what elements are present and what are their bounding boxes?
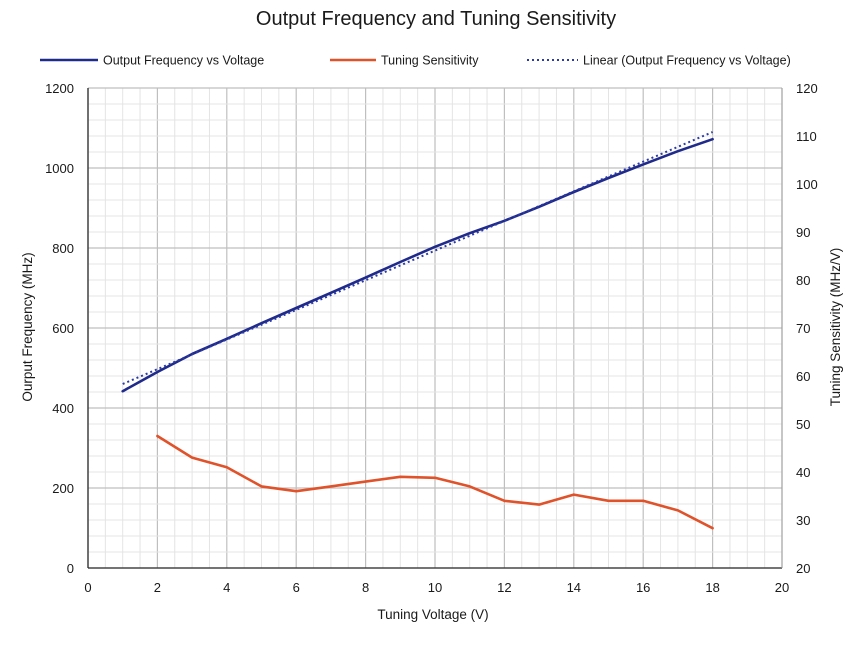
y2-tick-label: 70 — [796, 321, 810, 336]
x-tick-label: 14 — [567, 580, 581, 595]
chart-title: Output Frequency and Tuning Sensitivity — [256, 8, 616, 30]
x-tick-label: 18 — [705, 580, 719, 595]
y-tick-label: 600 — [52, 321, 74, 336]
y2-tick-label: 90 — [796, 225, 810, 240]
y-tick-label: 800 — [52, 241, 74, 256]
y2-axis-title: Tuning Sensitivity (MHz/V) — [828, 248, 843, 407]
x-tick-label: 8 — [362, 580, 369, 595]
tick-labels: 0 2 4 6 8 10 12 14 16 18 2002004006008001000120020… — [45, 81, 818, 595]
y2-tick-label: 120 — [796, 81, 818, 96]
legend-label: Output Frequency vs Voltage — [103, 54, 264, 68]
legend-label: Tuning Sensitivity — [381, 54, 479, 68]
y-axis-title: Ourput Frequency (MHz) — [20, 252, 35, 401]
series-line-tuning-sensitivity — [156, 434, 714, 530]
legend: Output Frequency vs Voltage Tuning Sensit… — [40, 54, 791, 68]
x-tick-label: 16 — [636, 580, 650, 595]
y-tick-label: 0 — [67, 561, 74, 576]
y-tick-label: 1200 — [45, 81, 74, 96]
grid — [87, 87, 783, 569]
y-tick-label: 1000 — [45, 161, 74, 176]
series-line-linear-output-frequency-vs-voltage — [122, 131, 713, 385]
y2-tick-label: 110 — [796, 129, 817, 144]
series-group — [121, 131, 714, 530]
axes — [87, 88, 783, 569]
x-tick-label: 2 — [154, 580, 161, 595]
y2-tick-label: 30 — [796, 513, 810, 528]
y-tick-label: 200 — [52, 481, 74, 496]
x-tick-label: 6 — [293, 580, 300, 595]
y2-tick-label: 20 — [796, 561, 810, 576]
y-tick-label: 400 — [52, 401, 74, 416]
legend-label: Linear (Output Frequency vs Voltage) — [583, 54, 791, 68]
x-tick-label: 0 — [84, 580, 91, 595]
x-tick-label: 4 — [223, 580, 230, 595]
x-tick-label: 10 — [428, 580, 442, 595]
y2-tick-label: 100 — [796, 177, 818, 192]
x-tick-label: 20 — [775, 580, 789, 595]
x-tick-label: 12 — [497, 580, 511, 595]
series-line-output-frequency-vs-voltage — [121, 137, 714, 393]
x-axis-title: Tuning Voltage (V) — [377, 607, 488, 622]
y2-tick-label: 80 — [796, 273, 810, 288]
y2-tick-label: 50 — [796, 417, 810, 432]
y2-tick-label: 40 — [796, 465, 810, 480]
y2-tick-label: 60 — [796, 369, 810, 384]
